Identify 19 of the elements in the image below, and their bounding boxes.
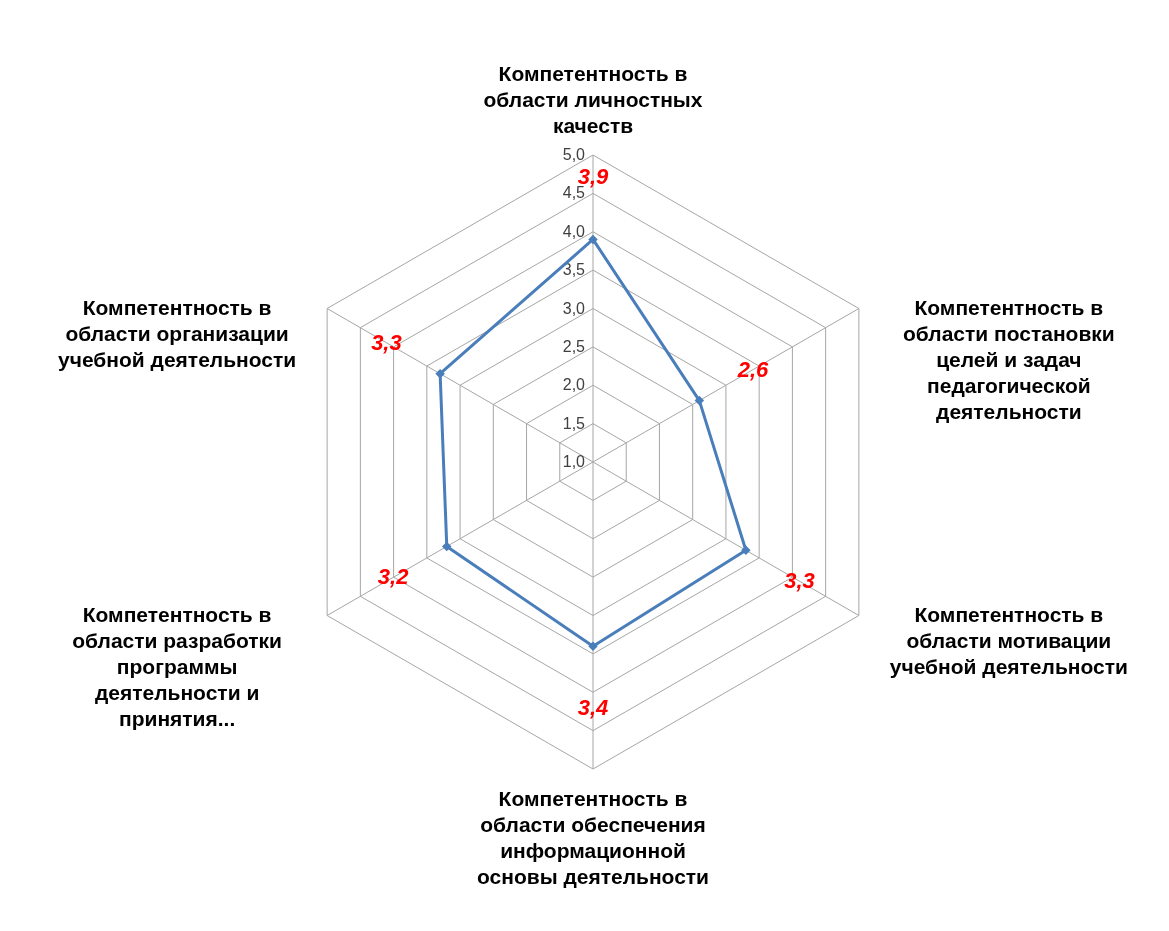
y-tick-label: 3,0: [562, 299, 586, 317]
y-tick-label: 4,0: [562, 222, 586, 240]
y-tick-label: 1,5: [562, 414, 586, 432]
spoke-label: Компетентность в области организации учебной деятельности: [58, 295, 297, 371]
spoke-label: Компетентность в области постановки целей и задач педагогической деятельности: [903, 295, 1115, 423]
spoke-label: Компетентность в области разработки программы деятельности и принятия...: [72, 602, 282, 730]
spoke-label: Компетентность в области мотивации учебной деятельности: [889, 602, 1128, 678]
data-label: 3,3: [371, 329, 402, 355]
data-label: 3,3: [784, 568, 815, 594]
data-label: 2,6: [736, 356, 770, 382]
y-tick-label: 4,5: [562, 184, 586, 202]
y-tick-label: 2,0: [562, 376, 586, 394]
y-tick-label: 2,5: [562, 337, 586, 355]
y-tick-label: 5,0: [562, 146, 586, 163]
data-label: 3,2: [377, 564, 410, 590]
y-tick-label: 1,0: [562, 453, 586, 470]
spoke-label: Компетентность в области обеспечения информационной основы деятельности: [476, 787, 710, 888]
spoke-label: Компетентность в области личностных качеств: [483, 62, 703, 137]
data-label: 3,4: [577, 695, 609, 721]
